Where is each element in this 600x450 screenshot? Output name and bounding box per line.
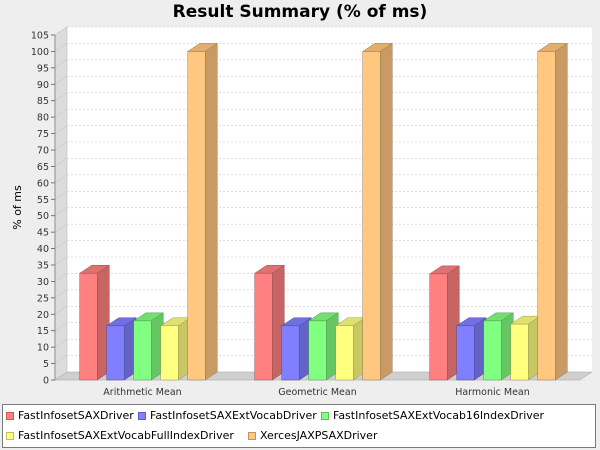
bar [308,320,327,381]
y-tick-label: 65 [37,162,49,173]
gridline-side [54,26,68,36]
y-tick-label: 95 [37,63,49,74]
y-tick-label: 80 [37,113,49,124]
y-tick-label: 105 [31,31,49,42]
legend-label: FastInfosetSAXExtVocabDriver [150,409,317,422]
legend-item: FastInfosetSAXExtVocabDriver [138,409,317,422]
bar [362,51,381,381]
legend-swatch [6,431,14,440]
gridline-side [54,92,68,101]
y-tick-label: 55 [37,195,49,206]
bar [160,325,179,381]
gridline-side [54,306,68,315]
bar [429,273,448,381]
y-axis-label: % of ms [11,185,24,230]
gridline-side [54,273,68,282]
gridline-side [54,191,68,200]
y-tick-label: 30 [37,277,49,288]
legend-label: FastInfosetSAXDriver [18,409,134,422]
y-tick-label: 15 [37,326,49,337]
legend-swatch [138,411,146,420]
legend: FastInfosetSAXDriver FastInfosetSAXExtVoc… [2,404,596,448]
legend-label: FastInfosetSAXExtVocab16IndexDriver [333,409,545,422]
gridline-side [54,207,68,216]
gridline-side [54,240,68,249]
y-tick-label: 10 [37,343,49,354]
y-tick-label: 50 [37,211,49,222]
gridline-side [54,355,68,364]
y-tick-label: 25 [37,293,49,304]
y-tick-label: 60 [37,178,49,189]
gridline-side [54,289,68,299]
bar [281,325,300,381]
y-tick-label: 90 [37,80,49,91]
gridline-side [54,338,68,348]
legend-swatch [6,411,14,420]
y-tick-label: 20 [37,310,49,321]
y-tick-label: 75 [37,129,49,140]
y-tick-label: 45 [37,228,49,239]
y-tick-label: 85 [37,96,49,107]
gridline-side [54,223,68,233]
gridline-side [54,141,68,151]
bar [254,272,273,381]
bar [483,320,502,381]
gridline-side [54,76,68,85]
legend-label: FastInfosetSAXExtVocabFullIndexDriver [18,429,234,442]
gridline-side [54,174,68,184]
x-category-label: Harmonic Mean [455,387,530,398]
gridline-side [54,125,68,134]
bar [335,325,354,381]
legend-swatch [248,431,256,440]
bar-side [205,42,218,381]
chart-title: Result Summary (% of ms) [172,2,428,22]
gridline-side [54,322,68,331]
gridline-side [54,43,68,52]
legend-item: XercesJAXPSAXDriver [248,429,377,442]
bar [79,272,98,381]
y-tick-label: 70 [37,146,49,157]
bar-chart: 0 5 10 15 20 25 30 35 40 45 50 55 60 65 70 75 80 85 90 95 10… [11,26,593,398]
legend-swatch [321,411,329,420]
bar [537,51,556,381]
legend-item: FastInfosetSAXExtVocabFullIndexDriver [6,429,234,442]
bar [510,323,529,381]
bar [456,325,475,381]
gridline-side [54,158,68,167]
bar [133,320,152,381]
gridline-side [54,108,68,118]
y-tick-label: 40 [37,244,49,255]
y-tick-label: 5 [43,359,49,370]
legend-label: XercesJAXPSAXDriver [260,429,378,442]
y-tick-label: 0 [43,376,49,387]
legend-item: FastInfosetSAXDriver [6,409,134,422]
bar [106,325,125,381]
x-category-label: Geometric Mean [278,387,357,398]
y-tick-label: 35 [37,261,49,272]
y-tick-label: 100 [31,47,49,58]
bar-side [555,42,568,381]
x-category-label: Arithmetic Mean [103,387,181,398]
bar-side [380,42,393,381]
gridline-side [54,256,68,266]
gridline-side [54,59,68,69]
bar [187,51,206,381]
legend-item: FastInfosetSAXExtVocab16IndexDriver [321,409,544,422]
